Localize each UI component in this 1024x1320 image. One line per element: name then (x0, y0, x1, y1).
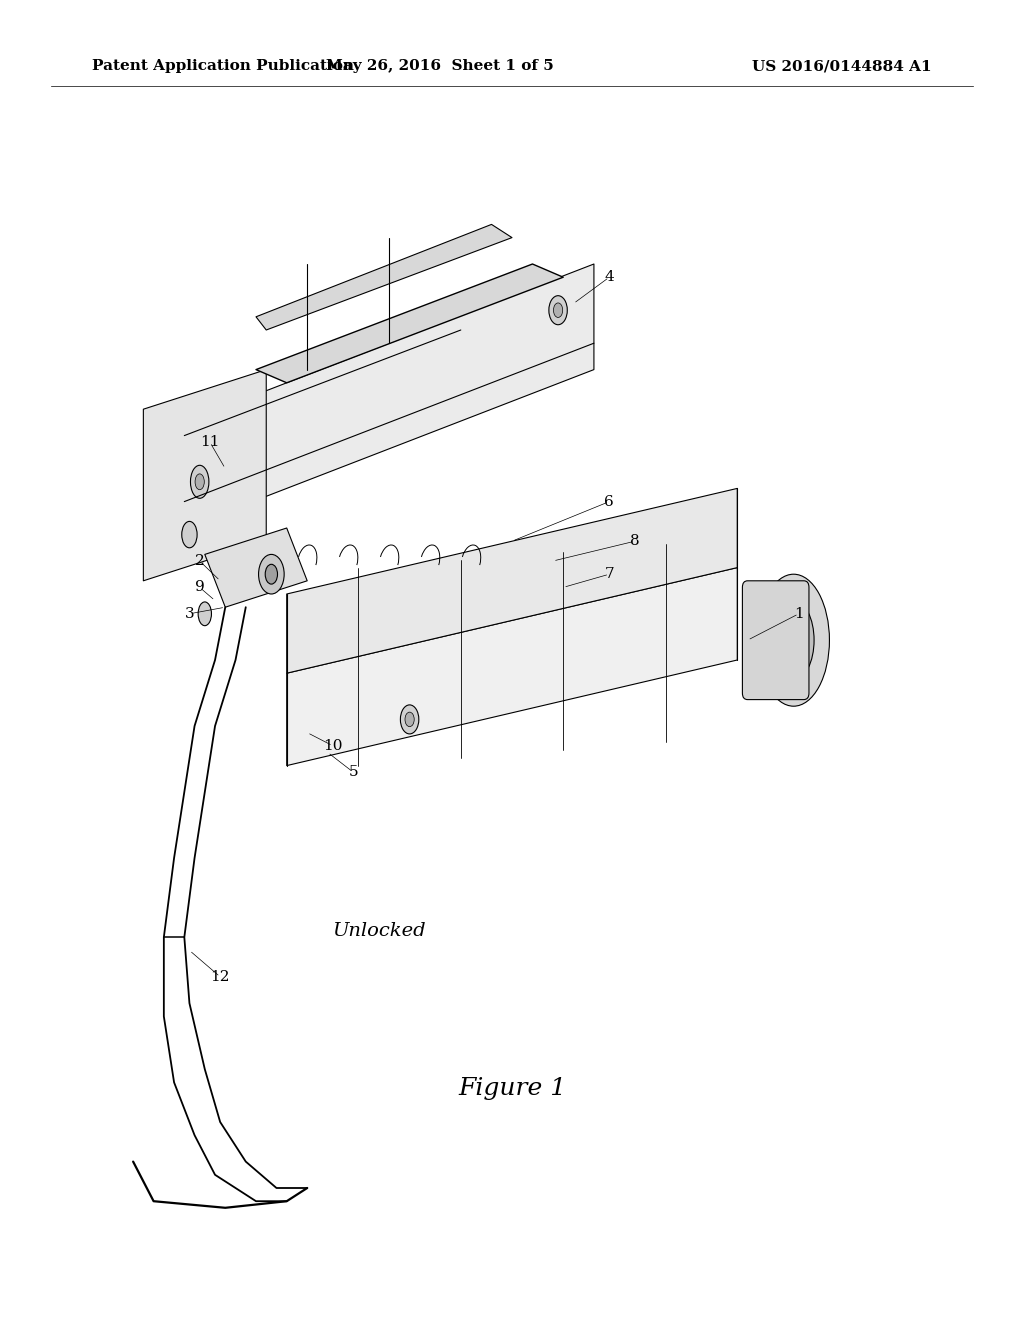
Text: 1: 1 (794, 607, 804, 620)
Ellipse shape (258, 554, 285, 594)
Ellipse shape (265, 565, 278, 583)
Text: 10: 10 (323, 739, 343, 752)
PathPatch shape (205, 528, 307, 607)
Ellipse shape (400, 705, 419, 734)
Text: May 26, 2016  Sheet 1 of 5: May 26, 2016 Sheet 1 of 5 (327, 59, 554, 74)
Text: Unlocked: Unlocked (332, 921, 426, 940)
PathPatch shape (256, 224, 512, 330)
Text: Patent Application Publication: Patent Application Publication (92, 59, 354, 74)
Text: 9: 9 (195, 581, 205, 594)
PathPatch shape (287, 568, 737, 766)
Ellipse shape (190, 465, 209, 498)
Ellipse shape (404, 713, 414, 726)
Ellipse shape (182, 521, 197, 548)
Text: Figure 1: Figure 1 (458, 1077, 566, 1101)
Text: 8: 8 (630, 535, 640, 548)
Text: 7: 7 (604, 568, 614, 581)
Text: US 2016/0144884 A1: US 2016/0144884 A1 (753, 59, 932, 74)
Text: 6: 6 (604, 495, 614, 508)
Text: 11: 11 (200, 436, 220, 449)
PathPatch shape (256, 264, 563, 383)
FancyBboxPatch shape (742, 581, 809, 700)
Ellipse shape (549, 296, 567, 325)
Text: 4: 4 (604, 271, 614, 284)
Text: 3: 3 (184, 607, 195, 620)
Ellipse shape (554, 302, 563, 317)
Ellipse shape (773, 601, 814, 680)
Text: 5: 5 (348, 766, 358, 779)
Text: 2: 2 (195, 554, 205, 568)
PathPatch shape (184, 264, 594, 528)
Ellipse shape (199, 602, 212, 626)
Text: 12: 12 (210, 970, 230, 983)
Ellipse shape (195, 474, 205, 490)
Ellipse shape (758, 574, 829, 706)
PathPatch shape (143, 370, 266, 581)
PathPatch shape (287, 488, 737, 673)
Ellipse shape (782, 618, 805, 661)
